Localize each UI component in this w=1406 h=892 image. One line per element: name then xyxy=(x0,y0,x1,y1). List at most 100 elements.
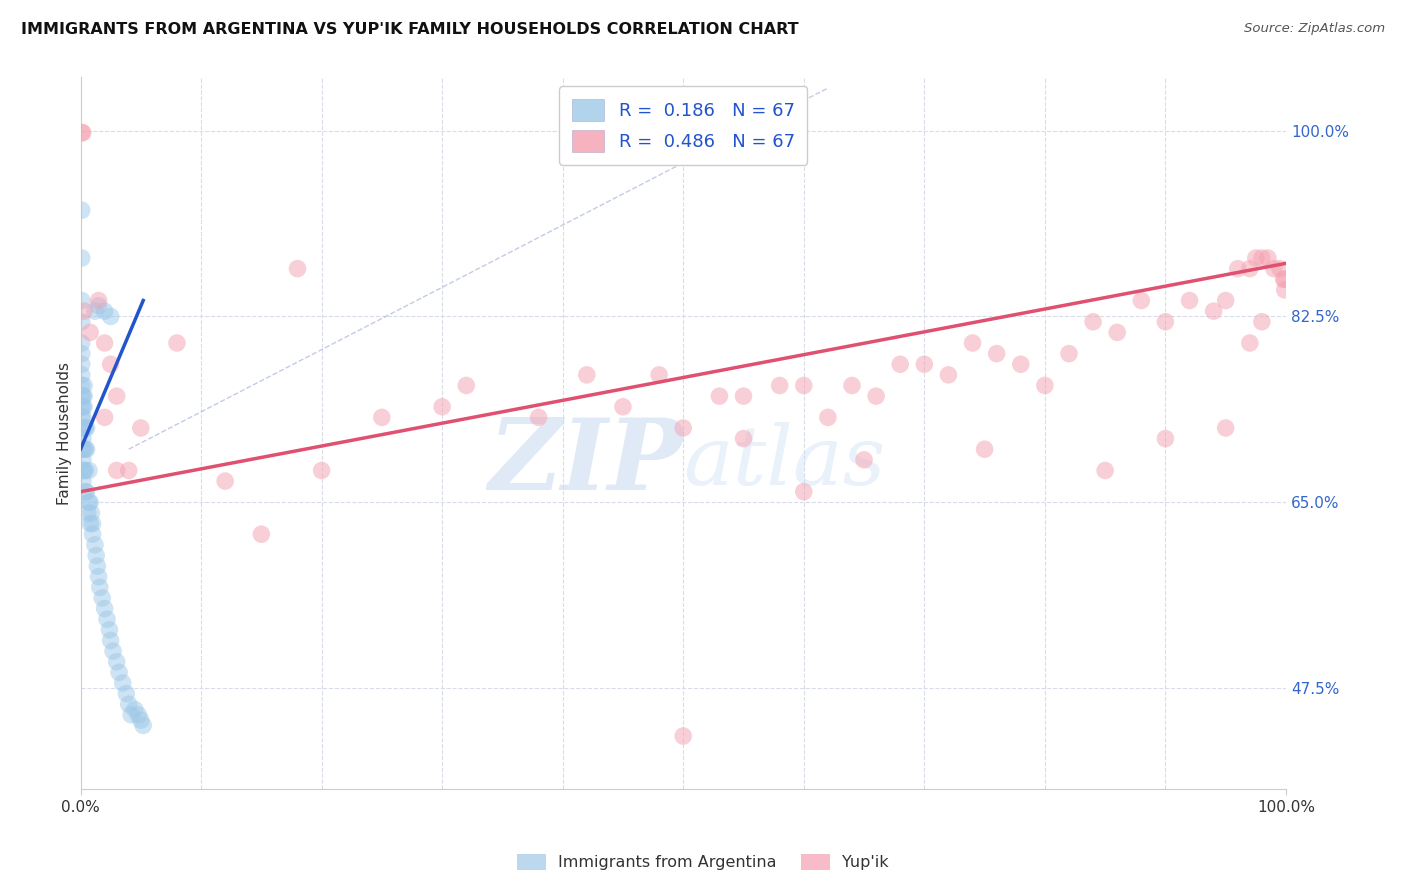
Point xyxy=(91,591,114,605)
Point xyxy=(70,346,93,360)
Point xyxy=(70,315,93,329)
Point xyxy=(72,463,94,477)
Point xyxy=(75,421,97,435)
Point xyxy=(75,484,97,499)
Point xyxy=(79,516,101,531)
Point xyxy=(108,665,131,680)
Point xyxy=(709,389,731,403)
Point xyxy=(1202,304,1225,318)
Point xyxy=(80,506,103,520)
Point xyxy=(612,400,634,414)
Point xyxy=(1178,293,1201,308)
Point xyxy=(527,410,550,425)
Point xyxy=(82,516,104,531)
Point xyxy=(70,293,93,308)
Point xyxy=(1094,463,1116,477)
Point xyxy=(430,400,453,414)
Point xyxy=(841,378,863,392)
Point xyxy=(1244,251,1267,265)
Point xyxy=(84,538,107,552)
Point xyxy=(1274,272,1296,286)
Point xyxy=(1154,315,1177,329)
Point xyxy=(1239,261,1261,276)
Legend: Immigrants from Argentina, Yup'ik: Immigrants from Argentina, Yup'ik xyxy=(510,847,896,877)
Point xyxy=(865,389,887,403)
Point xyxy=(73,463,96,477)
Point xyxy=(100,357,122,371)
Point xyxy=(73,442,96,457)
Point xyxy=(73,400,96,414)
Text: Source: ZipAtlas.com: Source: ZipAtlas.com xyxy=(1244,22,1385,36)
Point xyxy=(100,633,122,648)
Point xyxy=(101,644,124,658)
Point xyxy=(87,293,110,308)
Point xyxy=(93,601,115,615)
Point xyxy=(76,484,98,499)
Point xyxy=(70,400,93,414)
Point xyxy=(1274,283,1296,297)
Point xyxy=(77,495,100,509)
Y-axis label: Family Households: Family Households xyxy=(58,362,72,505)
Point xyxy=(1250,251,1272,265)
Point xyxy=(75,463,97,477)
Point xyxy=(70,251,93,265)
Text: ZIP: ZIP xyxy=(488,414,683,510)
Point xyxy=(73,378,96,392)
Point xyxy=(105,463,128,477)
Text: IMMIGRANTS FROM ARGENTINA VS YUP'IK FAMILY HOUSEHOLDS CORRELATION CHART: IMMIGRANTS FROM ARGENTINA VS YUP'IK FAMI… xyxy=(21,22,799,37)
Point xyxy=(76,506,98,520)
Point xyxy=(72,126,94,140)
Point xyxy=(250,527,273,541)
Point xyxy=(1215,293,1237,308)
Point xyxy=(1272,272,1295,286)
Point xyxy=(86,559,108,574)
Point xyxy=(1033,378,1056,392)
Point xyxy=(70,357,93,371)
Point xyxy=(793,378,815,392)
Point xyxy=(100,310,122,324)
Point xyxy=(214,474,236,488)
Point xyxy=(912,357,935,371)
Point xyxy=(817,410,839,425)
Point xyxy=(986,346,1008,360)
Point xyxy=(118,697,141,711)
Point xyxy=(1250,315,1272,329)
Point xyxy=(93,304,115,318)
Point xyxy=(87,299,110,313)
Point xyxy=(127,707,149,722)
Point xyxy=(70,368,93,382)
Point xyxy=(70,203,93,218)
Point xyxy=(72,432,94,446)
Point xyxy=(70,389,93,403)
Point xyxy=(70,126,93,140)
Point xyxy=(93,336,115,351)
Point xyxy=(124,702,146,716)
Legend: R =  0.186   N = 67, R =  0.486   N = 67: R = 0.186 N = 67, R = 0.486 N = 67 xyxy=(560,87,807,165)
Point xyxy=(96,612,118,626)
Point xyxy=(75,442,97,457)
Point xyxy=(76,421,98,435)
Point xyxy=(1130,293,1153,308)
Point xyxy=(72,389,94,403)
Point xyxy=(70,336,93,351)
Point xyxy=(73,304,96,318)
Point xyxy=(76,442,98,457)
Point xyxy=(733,389,755,403)
Point xyxy=(853,453,876,467)
Point xyxy=(672,421,695,435)
Point xyxy=(70,410,93,425)
Point xyxy=(105,389,128,403)
Point xyxy=(1215,421,1237,435)
Point xyxy=(1268,261,1291,276)
Point xyxy=(84,304,107,318)
Point xyxy=(72,410,94,425)
Point xyxy=(73,389,96,403)
Point xyxy=(111,676,134,690)
Point xyxy=(70,378,93,392)
Point xyxy=(973,442,995,457)
Point xyxy=(769,378,792,392)
Point xyxy=(938,368,960,382)
Point xyxy=(287,261,309,276)
Point xyxy=(1154,432,1177,446)
Point xyxy=(72,421,94,435)
